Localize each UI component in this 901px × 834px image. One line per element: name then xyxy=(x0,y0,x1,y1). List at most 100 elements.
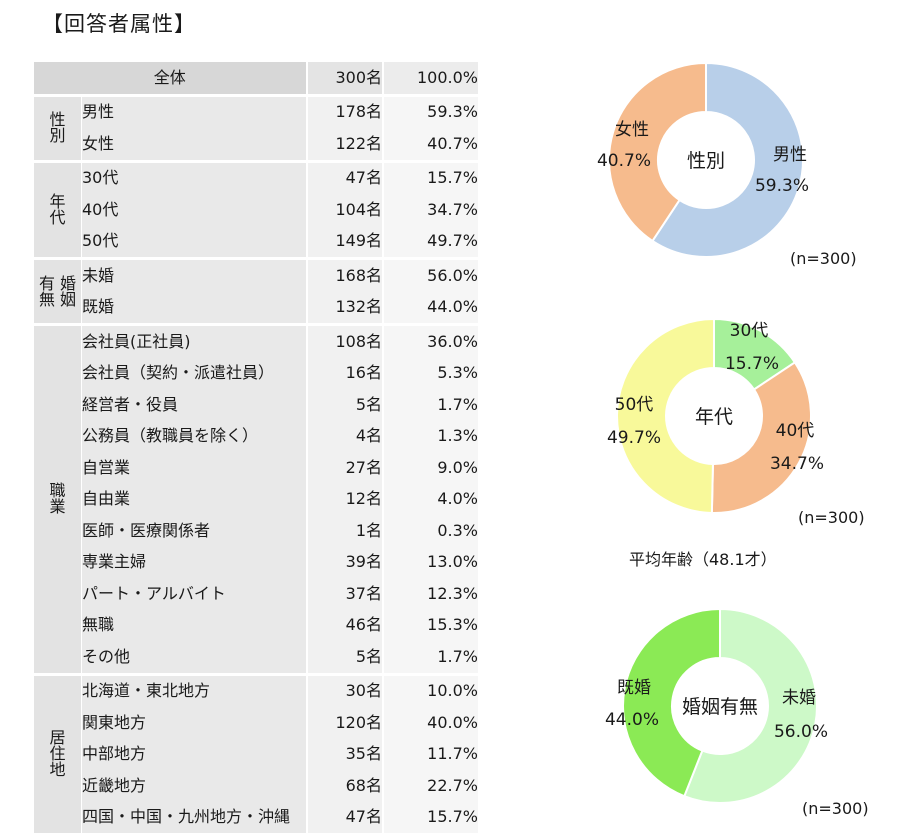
row-percent: 9.0% xyxy=(382,452,478,484)
table-row: 自由業 12名 4.0% xyxy=(34,483,478,515)
donut-slice xyxy=(616,317,715,515)
row-percent: 1.3% xyxy=(382,420,478,452)
row-count: 132名 xyxy=(306,291,383,325)
row-percent: 56.0% xyxy=(382,257,478,292)
donut-chart-1: 男性 59.3% 女性 40.7% 性別 (n=300) xyxy=(597,61,857,268)
sample-size-note: (n=300) xyxy=(802,799,869,818)
row-label: 30代 xyxy=(81,159,307,194)
total-percent: 100.0% xyxy=(382,62,478,95)
row-label: 医師・医療関係者 xyxy=(81,515,307,547)
slice-value-label: 49.7% xyxy=(607,428,661,448)
group-label: 有 婚無 姻 xyxy=(33,257,82,325)
donut-slice xyxy=(682,607,818,804)
row-percent: 36.0% xyxy=(382,323,478,358)
row-count: 47名 xyxy=(306,801,383,833)
row-count: 149名 xyxy=(306,225,383,259)
donut-center-title: 性別 xyxy=(687,150,725,172)
table-row: 関東地方 120名 40.0% xyxy=(34,707,478,739)
table-row: 40代 104名 34.7% xyxy=(34,194,478,226)
row-percent: 0.3% xyxy=(382,515,478,547)
donut-chart-3: 未婚 56.0% 既婚 44.0% 婚姻有無 (n=300) xyxy=(605,607,869,818)
table-row: 既婚 132名 44.0% xyxy=(34,291,478,325)
table-row: 職業会社員(正社員) 108名 36.0% xyxy=(33,323,478,675)
slice-value-label: 59.3% xyxy=(755,176,809,196)
slice-value-label: 44.0% xyxy=(605,710,659,730)
table-row: 居住地北海道・東北地方 30名 10.0% xyxy=(33,672,478,834)
row-label: 既婚 xyxy=(81,291,307,325)
table-row: 有 婚無 姻未婚 168名 56.0% xyxy=(33,257,478,325)
row-percent: 1.7% xyxy=(382,389,478,421)
row-label: パート・アルバイト xyxy=(81,578,307,610)
table-row: 医師・医療関係者 1名 0.3% xyxy=(34,515,478,547)
table-row: 専業主婦 39名 13.0% xyxy=(34,546,478,578)
row-label: 50代 xyxy=(81,225,307,259)
row-percent: 15.7% xyxy=(382,801,478,833)
row-percent: 10.0% xyxy=(382,672,478,707)
table-row: 年代 30代 47名 15.7% xyxy=(33,159,478,259)
row-count: 178名 xyxy=(306,93,383,128)
row-label: 関東地方 xyxy=(81,707,307,739)
donut-slice xyxy=(710,361,812,514)
row-count: 122名 xyxy=(306,128,383,161)
row-count: 46名 xyxy=(306,609,383,641)
row-count: 4名 xyxy=(306,420,383,452)
table-row: 無職 46名 15.3% xyxy=(34,609,478,641)
slice-label: 既婚 xyxy=(617,678,651,698)
row-count: 30名 xyxy=(306,672,383,707)
donut-center-title: 年代 xyxy=(695,406,733,428)
row-percent: 40.7% xyxy=(382,128,478,161)
row-percent: 4.0% xyxy=(382,483,478,515)
row-percent: 13.0% xyxy=(382,546,478,578)
donut-slice xyxy=(608,61,707,243)
table-row: 性別男性 178名 59.3% xyxy=(33,93,478,162)
row-percent: 34.7% xyxy=(382,194,478,226)
slice-value-label: 15.7% xyxy=(725,354,779,374)
row-label: 中部地方 xyxy=(81,738,307,770)
row-count: 16名 xyxy=(306,357,383,389)
row-count: 120名 xyxy=(306,707,383,739)
table-row: その他 5名 1.7% xyxy=(34,641,478,674)
respondent-attribute-table: 全体 300名 100.0% 性別男性 178名 59.3% 女性 122名 40.7% 年代 30… xyxy=(33,62,478,834)
donut-center-title: 婚姻有無 xyxy=(682,696,758,718)
row-count: 68名 xyxy=(306,770,383,802)
row-label: 専業主婦 xyxy=(81,546,307,578)
group-label: 職業 xyxy=(33,323,82,675)
row-label: 自由業 xyxy=(81,483,307,515)
slice-label: 男性 xyxy=(773,145,807,165)
sample-size-note: (n=300) xyxy=(798,508,865,527)
table-row: 会社員（契約・派遣社員） 16名 5.3% xyxy=(34,357,478,389)
table-row: 経営者・役員 5名 1.7% xyxy=(34,389,478,421)
row-label: 未婚 xyxy=(81,257,307,292)
row-label: 近畿地方 xyxy=(81,770,307,802)
row-label: 四国・中国・九州地方・沖縄 xyxy=(81,801,307,833)
donut-slice xyxy=(622,607,721,798)
row-count: 47名 xyxy=(306,159,383,194)
row-percent: 1.7% xyxy=(382,641,478,674)
table-row: 近畿地方 68名 22.7% xyxy=(34,770,478,802)
table-row: 公務員（教職員を除く） 4名 1.3% xyxy=(34,420,478,452)
donut-chart-2: 30代 15.7% 40代 34.7% 50代 49.7% 年代 (n=300) xyxy=(607,317,865,527)
table-total-row: 全体 300名 100.0% xyxy=(33,62,478,95)
group-label: 居住地 xyxy=(33,672,82,834)
row-percent: 15.7% xyxy=(382,159,478,194)
page-heading: 【回答者属性】 xyxy=(42,12,196,36)
table-row: 女性 122名 40.7% xyxy=(34,128,478,161)
row-label: 経営者・役員 xyxy=(81,389,307,421)
row-percent: 40.0% xyxy=(382,707,478,739)
row-percent: 5.3% xyxy=(382,357,478,389)
row-percent: 12.3% xyxy=(382,578,478,610)
slice-value-label: 34.7% xyxy=(770,454,824,474)
donut-slice xyxy=(651,61,804,258)
slice-label: 40代 xyxy=(776,421,815,441)
average-age-note: 平均年齢（48.1才） xyxy=(629,550,777,569)
table-row: 自営業 27名 9.0% xyxy=(34,452,478,484)
row-count: 104名 xyxy=(306,194,383,226)
row-percent: 49.7% xyxy=(382,225,478,259)
row-label: 自営業 xyxy=(81,452,307,484)
row-percent: 44.0% xyxy=(382,291,478,325)
row-percent: 22.7% xyxy=(382,770,478,802)
row-label: 公務員（教職員を除く） xyxy=(81,420,307,452)
row-count: 27名 xyxy=(306,452,383,484)
row-count: 35名 xyxy=(306,738,383,770)
